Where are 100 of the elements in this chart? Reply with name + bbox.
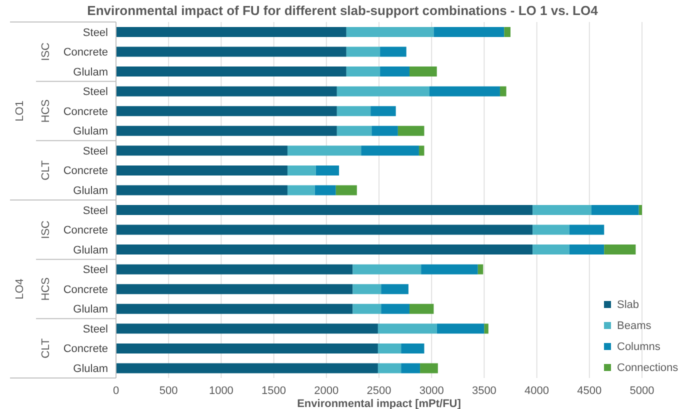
bar bbox=[378, 324, 437, 334]
bar bbox=[532, 244, 570, 255]
bar bbox=[116, 86, 337, 96]
bar bbox=[287, 185, 315, 196]
x-tick-label: 500 bbox=[159, 384, 178, 397]
bar bbox=[116, 205, 533, 215]
bar bbox=[569, 224, 604, 235]
bar bbox=[532, 205, 592, 215]
bar bbox=[500, 86, 506, 96]
y-tick-label: Steel bbox=[82, 145, 108, 158]
bar bbox=[336, 185, 357, 196]
chart-title: Environmental impact of FU for different slab-support combinations - LO 1 vs. LO4 bbox=[86, 3, 599, 18]
bar bbox=[410, 66, 437, 77]
y-tick-label: Glulam bbox=[73, 304, 108, 316]
x-axis-title: Environmental impact [mPt/FU] bbox=[297, 398, 462, 409]
bar bbox=[398, 126, 424, 136]
bar bbox=[316, 165, 340, 176]
bar bbox=[116, 363, 378, 374]
y-tick-label: Steel bbox=[82, 204, 108, 217]
bar bbox=[346, 66, 380, 77]
y-tick-label: Glulam bbox=[73, 66, 108, 78]
bar bbox=[116, 165, 288, 176]
bar bbox=[116, 66, 346, 77]
y-tick-label: Glulam bbox=[73, 363, 108, 376]
bar bbox=[116, 27, 346, 37]
y-tick-label: Concrete bbox=[63, 284, 108, 296]
bar bbox=[478, 264, 484, 274]
bar bbox=[116, 343, 378, 354]
bar bbox=[116, 126, 337, 136]
bar bbox=[370, 106, 396, 116]
bar bbox=[381, 284, 408, 294]
x-tick-label: 5000 bbox=[630, 384, 654, 397]
bar bbox=[401, 363, 420, 374]
y-tick-label: Glulam bbox=[73, 244, 108, 256]
bar bbox=[314, 185, 336, 196]
bar bbox=[421, 264, 478, 274]
bar bbox=[434, 27, 504, 37]
bar bbox=[116, 106, 337, 116]
y-tick-label: Glulam bbox=[73, 126, 108, 138]
bar bbox=[429, 86, 500, 96]
x-tick-label: 4500 bbox=[577, 384, 602, 397]
bar bbox=[352, 284, 382, 294]
text: LO1 bbox=[14, 100, 26, 122]
bar bbox=[592, 205, 639, 215]
bar bbox=[287, 165, 316, 176]
text: ISC bbox=[40, 42, 52, 61]
y-tick-label: Steel bbox=[82, 26, 108, 39]
bar bbox=[336, 86, 430, 96]
bar bbox=[336, 106, 371, 116]
x-tick-label: 3500 bbox=[472, 384, 496, 397]
bar bbox=[604, 244, 636, 255]
y-tick-label: Concrete bbox=[63, 343, 108, 356]
bar bbox=[504, 27, 510, 37]
text: HCS bbox=[40, 277, 52, 301]
legend-label: Slab bbox=[617, 298, 640, 310]
y-tick-label: Glulam bbox=[73, 185, 108, 198]
bar bbox=[336, 126, 372, 136]
bar bbox=[381, 304, 410, 314]
bar bbox=[436, 324, 484, 334]
bar bbox=[116, 146, 288, 156]
bar bbox=[116, 185, 288, 196]
bar bbox=[569, 244, 604, 255]
x-tick-label: 1500 bbox=[262, 384, 286, 397]
bar bbox=[116, 46, 346, 57]
legend-label: Connections bbox=[617, 362, 678, 374]
bar bbox=[116, 224, 533, 235]
bar bbox=[116, 264, 353, 274]
bar bbox=[378, 363, 402, 374]
bar bbox=[410, 304, 434, 314]
bar bbox=[401, 343, 424, 354]
y-tick-label: Concrete bbox=[63, 165, 108, 178]
bar bbox=[346, 27, 434, 37]
y-tick-label: Concrete bbox=[63, 46, 108, 59]
bar bbox=[380, 46, 406, 57]
y-tick-label: Concrete bbox=[63, 224, 108, 237]
x-tick-label: 2000 bbox=[314, 384, 339, 397]
bar bbox=[352, 264, 422, 274]
bar bbox=[638, 205, 642, 215]
bar bbox=[532, 224, 570, 235]
bar bbox=[352, 304, 382, 314]
text: LO4 bbox=[14, 278, 26, 300]
bar bbox=[287, 146, 362, 156]
bar bbox=[361, 146, 419, 156]
x-tick-label: 4000 bbox=[524, 384, 550, 397]
x-tick-label: 0 bbox=[112, 384, 120, 397]
y-tick-label: Steel bbox=[82, 323, 108, 336]
y-tick-label: Steel bbox=[82, 264, 108, 276]
x-tick-label: 1000 bbox=[208, 384, 234, 397]
bar bbox=[116, 284, 353, 294]
bar bbox=[116, 304, 353, 314]
bar bbox=[420, 363, 438, 374]
legend-label: Beams bbox=[617, 320, 652, 332]
y-tick-label: Concrete bbox=[63, 106, 108, 118]
y-tick-label: Steel bbox=[82, 86, 108, 98]
bar bbox=[116, 324, 378, 334]
legend-label: Columns bbox=[617, 340, 660, 352]
text: ISC bbox=[40, 220, 52, 239]
bar bbox=[346, 46, 380, 57]
bar bbox=[380, 66, 410, 77]
x-tick-label: 3000 bbox=[419, 384, 444, 397]
